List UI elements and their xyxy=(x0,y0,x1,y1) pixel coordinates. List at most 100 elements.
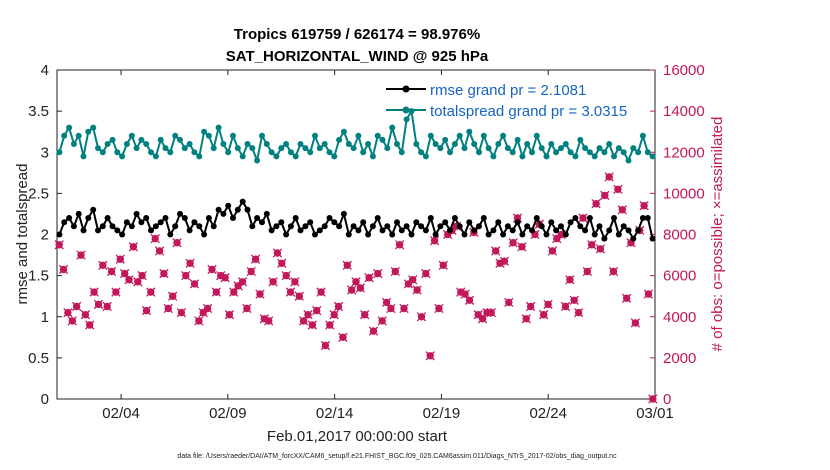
y2-tick-label: 0 xyxy=(663,391,671,408)
rmse-point xyxy=(210,223,217,230)
totalspread-point xyxy=(509,149,516,156)
obs-point xyxy=(71,301,82,312)
rmse-point xyxy=(157,219,164,226)
rmse-point xyxy=(56,231,63,238)
obs-point xyxy=(176,307,187,318)
obs-point xyxy=(477,314,488,324)
obs-point xyxy=(115,254,125,264)
rmse-point xyxy=(533,215,540,221)
rmse-point xyxy=(312,231,318,238)
rmse-point xyxy=(369,223,376,230)
totalspread-point xyxy=(500,132,507,139)
obs-count-series xyxy=(54,172,658,404)
totalspread-point xyxy=(548,141,555,147)
rmse-point xyxy=(321,223,328,230)
totalspread-point xyxy=(456,132,463,139)
totalspread-point xyxy=(230,132,236,139)
totalspread-point xyxy=(538,145,545,152)
rmse-point xyxy=(239,198,246,205)
y-axis-left: 0 0.5 1 1.5 2 2.5 3 3.5 4 xyxy=(28,62,62,408)
rmse-point xyxy=(61,219,68,226)
totalspread-point xyxy=(205,132,212,139)
y2-tick-label: 6000 xyxy=(663,268,696,285)
obs-point xyxy=(386,303,396,314)
rmse-point xyxy=(234,206,241,213)
rmse-point xyxy=(90,206,97,213)
rmse-point xyxy=(316,227,323,234)
totalspread-point xyxy=(360,149,367,156)
totalspread-point xyxy=(437,145,444,152)
rmse-point xyxy=(128,223,135,230)
totalspread-point xyxy=(220,141,227,147)
totalspread-point xyxy=(591,153,598,160)
totalspread-point xyxy=(471,141,478,147)
rmse-point xyxy=(273,223,280,230)
obs-point xyxy=(312,305,322,316)
obs-point xyxy=(573,307,584,318)
rmse-point xyxy=(283,231,290,238)
obs-point xyxy=(80,310,91,320)
rmse-point xyxy=(447,227,453,234)
obs-point xyxy=(211,287,221,297)
rmse-point xyxy=(427,215,434,221)
obs-point xyxy=(54,240,64,250)
totalspread-point xyxy=(611,153,617,160)
rmse-point xyxy=(519,231,526,238)
totalspread-point xyxy=(148,149,154,156)
rmse-point xyxy=(630,235,637,242)
rmse-point xyxy=(220,210,227,217)
obs-point xyxy=(207,264,217,275)
obs-point xyxy=(355,283,366,293)
totalspread-point xyxy=(601,149,608,156)
chart-subtitle: SAT_HORIZONTAL_WIND @ 925 hPa xyxy=(226,48,489,65)
obs-point xyxy=(137,270,147,281)
totalspread-point xyxy=(80,153,87,160)
totalspread-point xyxy=(345,141,352,147)
obs-point xyxy=(133,277,143,287)
totalspread-point xyxy=(427,132,434,139)
totalspread-point xyxy=(85,128,92,135)
legend-rmse-label: rmse grand pr = 2.1081 xyxy=(430,82,586,99)
obs-point xyxy=(504,297,514,308)
rmse-point xyxy=(538,223,545,230)
y-tick-label: 3 xyxy=(41,144,49,161)
rmse-point xyxy=(586,215,593,221)
totalspread-point xyxy=(191,149,198,156)
rmse-point xyxy=(75,210,82,217)
obs-point xyxy=(98,260,108,271)
totalspread-point xyxy=(254,157,261,164)
rmse-point xyxy=(99,223,106,230)
totalspread-point xyxy=(172,132,179,139)
obs-point xyxy=(543,299,553,310)
obs-point xyxy=(608,266,619,277)
rmse-point xyxy=(562,231,569,238)
totalspread-point xyxy=(572,153,579,160)
footnote: data file: /Users/raeder/DAI/ATM_forcXX/… xyxy=(177,453,617,460)
rmse-point xyxy=(148,227,154,234)
rmse-point xyxy=(422,227,429,234)
rmse-point xyxy=(225,202,232,209)
totalspread-point xyxy=(451,141,458,147)
rmse-point xyxy=(287,223,294,230)
obs-point xyxy=(377,316,387,326)
rmse-point xyxy=(186,227,193,234)
totalspread-point xyxy=(369,153,376,160)
totalspread-point xyxy=(533,132,540,139)
rmse-point xyxy=(485,231,492,238)
rmse-point xyxy=(331,219,338,226)
totalspread-point xyxy=(630,145,637,152)
totalspread-point xyxy=(625,157,632,164)
rmse-point xyxy=(268,227,275,234)
totalspread-point xyxy=(56,149,63,156)
totalspread-point xyxy=(432,141,439,147)
rmse-point xyxy=(109,223,116,230)
rmse-point xyxy=(606,227,613,234)
rmse-point xyxy=(504,223,511,230)
totalspread-point xyxy=(524,141,531,147)
totalspread-point xyxy=(422,153,429,160)
rmse-series xyxy=(56,198,656,242)
y-axis-label: rmse and totalspread xyxy=(14,164,31,305)
obs-point xyxy=(364,273,374,283)
rmse-point xyxy=(326,215,333,221)
totalspread-point xyxy=(553,149,560,156)
